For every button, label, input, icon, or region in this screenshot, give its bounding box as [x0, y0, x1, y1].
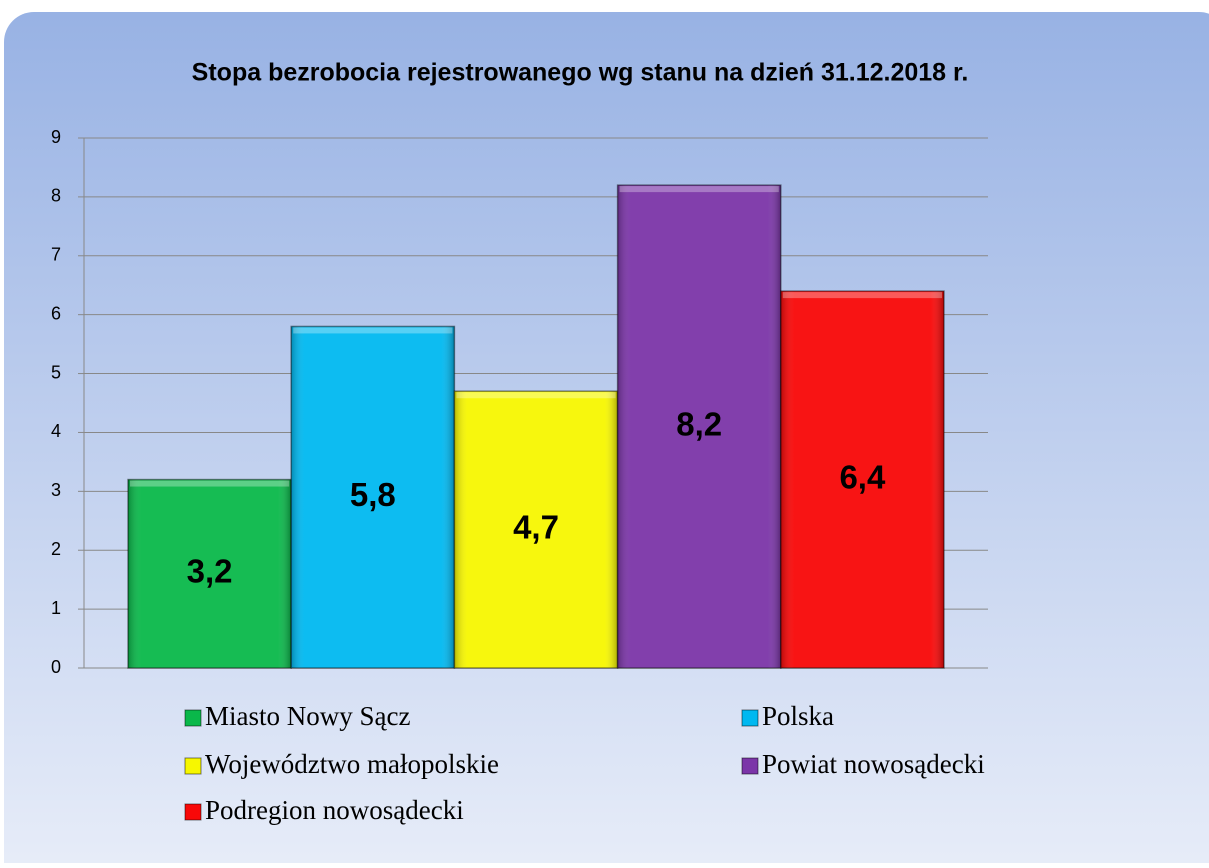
y-tick-label: 3 — [51, 480, 61, 500]
legend-label: Podregion nowosądecki — [205, 795, 464, 825]
legend-swatch — [184, 803, 202, 821]
legend-swatch — [184, 757, 202, 775]
legend-swatch — [184, 709, 202, 727]
y-tick-label: 5 — [51, 362, 61, 382]
legend-swatch — [741, 709, 759, 727]
bar-top — [456, 392, 616, 399]
legend-label: Polska — [762, 701, 834, 731]
data-label: 5,8 — [350, 476, 396, 513]
y-tick-label: 7 — [51, 245, 61, 265]
y-tick-label: 1 — [51, 598, 61, 618]
legend-swatch — [741, 757, 759, 775]
y-tick-label: 4 — [51, 421, 61, 441]
legend-label: Powiat nowosądecki — [762, 749, 985, 779]
bar-top — [130, 480, 290, 487]
data-label: 8,2 — [676, 405, 722, 442]
bar-top — [619, 186, 779, 193]
bar-top — [293, 327, 453, 334]
y-tick-label: 9 — [51, 127, 61, 147]
legend-label: Województwo małopolskie — [205, 749, 499, 779]
y-tick-label: 6 — [51, 303, 61, 323]
data-label: 3,2 — [187, 552, 233, 589]
y-tick-label: 2 — [51, 539, 61, 559]
data-label: 4,7 — [513, 508, 559, 545]
bar-top — [782, 292, 942, 299]
legend-label: Miasto Nowy Sącz — [205, 701, 410, 731]
chart-title: Stopa bezrobocia rejestrowanego wg stanu… — [192, 59, 969, 87]
data-label: 6,4 — [839, 458, 886, 495]
y-tick-label: 8 — [51, 186, 61, 206]
y-tick-label: 0 — [51, 657, 61, 677]
